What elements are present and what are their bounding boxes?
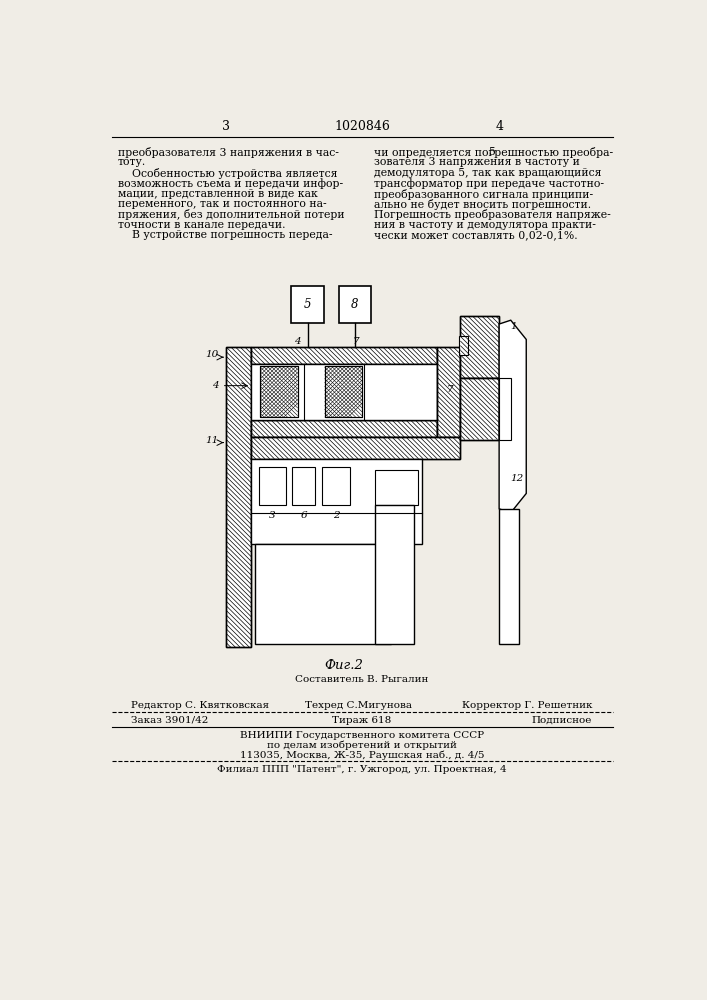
Bar xyxy=(339,286,371,323)
Text: чески может составлять 0,02-0,1%.: чески может составлять 0,02-0,1%. xyxy=(373,230,577,240)
Text: Составитель В. Рыгалин: Составитель В. Рыгалин xyxy=(296,675,428,684)
Bar xyxy=(499,378,510,440)
Text: 2: 2 xyxy=(333,511,339,520)
Text: 4: 4 xyxy=(495,120,503,133)
Bar xyxy=(251,420,437,437)
Bar xyxy=(226,347,251,647)
Text: точности в канале передачи.: точности в канале передачи. xyxy=(118,220,286,230)
Bar xyxy=(322,466,349,505)
Bar xyxy=(260,366,298,417)
Text: по делам изобретений и открытий: по делам изобретений и открытий xyxy=(267,741,457,750)
Text: 7: 7 xyxy=(354,337,360,346)
Bar xyxy=(292,466,315,505)
Bar xyxy=(255,544,391,644)
Bar xyxy=(325,366,362,417)
Text: Подписное: Подписное xyxy=(532,716,592,725)
Text: трансформатор при передаче частотно-: трансформатор при передаче частотно- xyxy=(373,178,604,189)
Text: Особенностью устройства является: Особенностью устройства является xyxy=(118,168,337,179)
Text: 4: 4 xyxy=(212,381,218,390)
Text: Филиал ППП "Патент", г. Ужгород, ул. Проектная, 4: Филиал ППП "Патент", г. Ужгород, ул. Про… xyxy=(217,765,507,774)
Text: Заказ 3901/42: Заказ 3901/42 xyxy=(131,716,209,725)
Polygon shape xyxy=(499,320,526,513)
Text: чи определяется погрешностью преобра-: чи определяется погрешностью преобра- xyxy=(373,147,613,158)
Bar xyxy=(325,366,362,417)
Text: 1: 1 xyxy=(510,322,518,331)
Bar xyxy=(259,466,286,505)
Text: возможность съема и передачи инфор-: возможность съема и передачи инфор- xyxy=(118,178,343,189)
Text: 12: 12 xyxy=(510,474,524,483)
Bar xyxy=(375,470,418,505)
Text: ВНИИПИ Государственного комитета СССР: ВНИИПИ Государственного комитета СССР xyxy=(240,731,484,740)
Bar xyxy=(251,420,437,437)
Text: 8: 8 xyxy=(351,298,358,311)
Text: 10: 10 xyxy=(205,350,218,359)
Text: Фиг.2: Фиг.2 xyxy=(325,659,363,672)
Bar xyxy=(499,509,518,644)
Bar xyxy=(375,505,414,644)
Text: 7: 7 xyxy=(446,385,453,394)
Text: пряжения, без дополнительной потери: пряжения, без дополнительной потери xyxy=(118,209,344,220)
Bar xyxy=(460,378,499,440)
Bar xyxy=(251,459,421,543)
Bar xyxy=(460,316,499,378)
Bar xyxy=(437,347,460,437)
Text: ния в частоту и демодулятора практи-: ния в частоту и демодулятора практи- xyxy=(373,220,595,230)
Text: 4: 4 xyxy=(293,337,300,346)
Bar xyxy=(251,437,460,459)
Text: тоту.: тоту. xyxy=(118,157,146,167)
Bar xyxy=(226,347,251,647)
Text: мации, представленной в виде как: мации, представленной в виде как xyxy=(118,189,317,199)
Text: 6: 6 xyxy=(300,511,307,520)
Bar xyxy=(251,437,460,459)
Bar xyxy=(437,347,460,437)
Bar xyxy=(459,336,468,355)
Text: 3: 3 xyxy=(221,120,230,133)
Bar xyxy=(251,364,437,420)
Bar xyxy=(291,286,324,323)
Text: преобразованного сигнала принципи-: преобразованного сигнала принципи- xyxy=(373,189,592,200)
Text: Редактор С. Квятковская: Редактор С. Квятковская xyxy=(131,701,269,710)
Text: Корректор Г. Решетник: Корректор Г. Решетник xyxy=(462,701,592,710)
Text: 11: 11 xyxy=(205,436,218,445)
Text: ально не будет вносить погрешности.: ально не будет вносить погрешности. xyxy=(373,199,591,210)
Text: Техред С.Мигунова: Техред С.Мигунова xyxy=(305,701,412,710)
Text: 113035, Москва, Ж-35, Раушская наб., д. 4/5: 113035, Москва, Ж-35, Раушская наб., д. … xyxy=(240,751,484,760)
Text: В устройстве погрешность переда-: В устройстве погрешность переда- xyxy=(118,230,332,240)
Text: Погрешность преобразователя напряже-: Погрешность преобразователя напряже- xyxy=(373,209,610,220)
Bar xyxy=(460,316,499,378)
Text: 5: 5 xyxy=(304,298,312,311)
Text: 1020846: 1020846 xyxy=(334,120,390,133)
Text: преобразователя 3 напряжения в час-: преобразователя 3 напряжения в час- xyxy=(118,147,339,158)
Text: Тираж 618: Тираж 618 xyxy=(332,716,392,725)
Bar xyxy=(251,347,437,364)
Text: зователя 3 напряжения в частоту и: зователя 3 напряжения в частоту и xyxy=(373,157,580,167)
Text: 5: 5 xyxy=(489,147,495,157)
Text: 3: 3 xyxy=(269,511,276,520)
Bar xyxy=(251,347,437,364)
Text: демодулятора 5, так как вращающийся: демодулятора 5, так как вращающийся xyxy=(373,168,601,178)
Text: переменного, так и постоянного на-: переменного, так и постоянного на- xyxy=(118,199,327,209)
Bar xyxy=(260,366,298,417)
Bar xyxy=(460,378,499,440)
